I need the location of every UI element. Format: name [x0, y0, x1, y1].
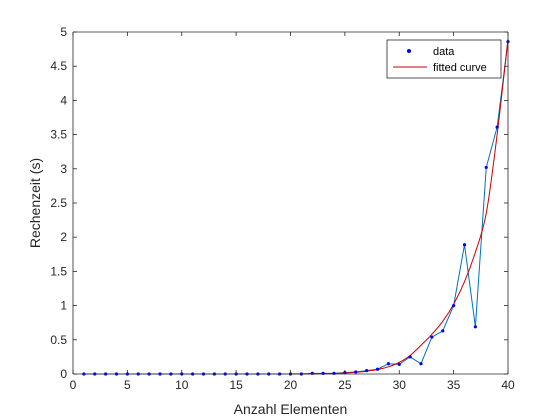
data-point — [484, 165, 488, 170]
legend-entry-data: data — [433, 46, 455, 58]
y-tick-label: 4 — [60, 93, 67, 107]
data-point — [495, 125, 499, 129]
data-point — [430, 335, 434, 339]
y-tick-label: 3 — [60, 162, 67, 176]
legend-marker-data — [407, 49, 411, 53]
data-point — [386, 362, 390, 366]
data-point — [375, 367, 380, 371]
data-point — [332, 371, 336, 375]
y-tick-label: 2.5 — [50, 196, 67, 210]
data-point — [397, 362, 401, 367]
legend: data fitted curve — [386, 39, 502, 79]
x-tick-label: 20 — [284, 378, 298, 392]
y-tick-label: 5 — [60, 25, 67, 39]
y-tick-label: 3.5 — [50, 128, 67, 142]
y-tick-label: 2 — [60, 230, 67, 244]
ticks-layer: 0 5 10 15 20 25 30 35 40 0 0.5 1 1.5 2 2.5 3 3.5 4 4.5 5 — [50, 25, 515, 392]
data-point — [473, 325, 477, 329]
x-tick-label: 5 — [124, 378, 131, 392]
data-point — [441, 329, 445, 333]
data-point — [462, 243, 467, 247]
y-tick-label: 1.5 — [50, 264, 67, 278]
x-tick-label: 15 — [229, 378, 243, 392]
x-tick-label: 0 — [70, 378, 77, 392]
y-tick-label: 0.5 — [50, 333, 67, 347]
y-tick-label: 4.5 — [50, 59, 67, 73]
data-point — [365, 368, 369, 373]
x-tick-label: 35 — [447, 378, 461, 392]
series-line-fitted-curve — [290, 38, 509, 375]
legend-box — [386, 39, 502, 79]
x-tick-label: 25 — [338, 378, 352, 392]
y-axis-label: Rechenzeit (s) — [27, 158, 43, 248]
x-tick-label: 10 — [175, 378, 189, 392]
data-point — [354, 370, 358, 374]
x-tick-label: 30 — [393, 378, 407, 392]
data-point — [419, 362, 423, 366]
data-point — [321, 371, 325, 375]
data-point — [452, 304, 456, 308]
x-axis-label: Anzahl Elementen — [234, 401, 348, 417]
data-point — [408, 355, 412, 359]
data-point — [310, 371, 314, 375]
plot-area — [73, 32, 508, 374]
y-tick-label: 0 — [60, 367, 67, 381]
x-tick-label: 40 — [501, 378, 515, 392]
y-tick-label: 1 — [60, 299, 67, 313]
legend-entry-fitted-curve: fitted curve — [433, 62, 487, 74]
